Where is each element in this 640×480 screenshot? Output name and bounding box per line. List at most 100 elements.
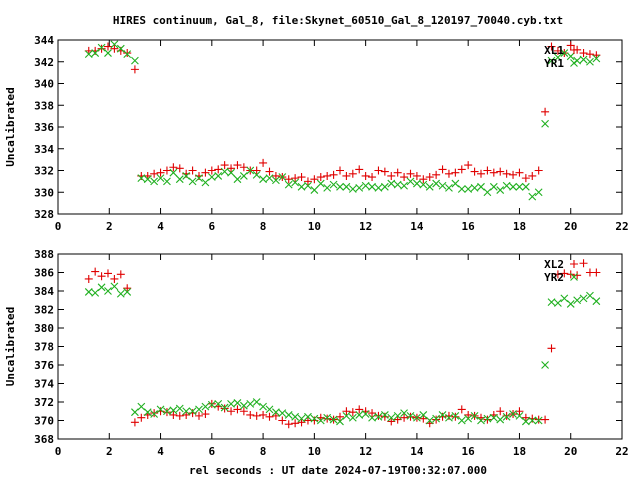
data-point [368, 409, 377, 418]
data-point [457, 405, 466, 414]
data-point [380, 412, 389, 421]
series-yr2 [84, 282, 601, 426]
x-tick-label: 12 [359, 220, 372, 233]
data-point [451, 168, 460, 177]
data-point [342, 411, 351, 420]
x-tick-label: 0 [55, 220, 62, 233]
y-tick-label: 370 [34, 415, 54, 428]
data-point [374, 411, 383, 420]
data-point [541, 119, 549, 128]
data-point [252, 411, 261, 420]
y-axis-label: Uncalibrated [4, 87, 17, 166]
data-point [387, 171, 396, 180]
data-point [169, 163, 178, 172]
x-tick-label: 0 [55, 445, 62, 458]
data-point [137, 402, 146, 411]
data-point [585, 50, 594, 59]
data-point [175, 164, 184, 173]
data-point [104, 287, 112, 295]
data-point [310, 175, 319, 184]
data-point [220, 403, 229, 412]
data-point [419, 175, 428, 184]
data-point [336, 182, 344, 191]
data-point [470, 411, 479, 420]
data-point [303, 177, 312, 186]
data-point [515, 182, 524, 191]
x-tick-label: 14 [410, 220, 424, 233]
data-point [233, 175, 242, 184]
y-tick-label: 376 [34, 359, 54, 372]
data-point [284, 420, 293, 429]
data-point [348, 408, 357, 417]
data-point [323, 171, 332, 180]
data-point [502, 411, 511, 420]
data-point [541, 107, 550, 116]
data-point [444, 169, 453, 178]
data-point [259, 402, 267, 411]
y-tick-label: 384 [34, 285, 54, 298]
data-point [297, 182, 306, 191]
data-point [573, 56, 582, 65]
data-point [265, 405, 274, 414]
data-point [291, 174, 300, 183]
data-point [483, 166, 492, 175]
data-point [374, 184, 383, 192]
data-point [188, 409, 197, 418]
data-point [156, 168, 165, 177]
x-tick-label: 4 [157, 220, 164, 233]
y-tick-label: 368 [34, 433, 54, 446]
data-point [496, 407, 505, 416]
data-point [336, 417, 344, 426]
data-point [464, 161, 473, 170]
data-point [175, 175, 184, 184]
data-point [509, 170, 518, 179]
data-point [496, 167, 505, 176]
y-tick-label: 386 [34, 267, 54, 280]
data-point [355, 184, 364, 192]
data-point [355, 411, 364, 419]
data-point [207, 173, 216, 181]
data-point [116, 270, 125, 279]
data-point [310, 416, 319, 425]
x-tick-label: 2 [106, 445, 113, 458]
data-point [239, 172, 248, 180]
data-point [560, 49, 569, 57]
data-point [316, 416, 325, 425]
data-point [509, 410, 517, 418]
x-tick-label: 16 [462, 445, 476, 458]
data-point [97, 283, 106, 292]
y-tick-label: 332 [34, 165, 54, 178]
data-point [188, 407, 197, 416]
data-point [534, 416, 543, 425]
panel-bottom: 0 2 4 6 8 10 12 14 16 18 20 22 368 370 372 374 376 378 380… [4, 248, 629, 458]
data-point [477, 169, 485, 178]
data-point [233, 399, 242, 407]
data-point [573, 271, 582, 280]
legend-label: XL1 [544, 44, 564, 57]
data-point [220, 167, 229, 176]
data-point [233, 405, 242, 414]
data-point [163, 177, 171, 186]
data-point [470, 167, 479, 176]
data-point [284, 411, 293, 419]
data-point [380, 411, 389, 419]
data-point [207, 400, 216, 409]
data-point [521, 417, 530, 426]
data-point [291, 419, 300, 428]
data-point [156, 174, 165, 183]
x-tick-label: 10 [308, 445, 321, 458]
data-point [91, 288, 100, 297]
plot-frame [57, 253, 623, 440]
data-point [97, 44, 106, 53]
y-tick-label: 388 [34, 248, 54, 261]
data-point [348, 413, 357, 422]
data-point [156, 407, 165, 416]
data-point [278, 416, 287, 425]
x-tick-label: 20 [564, 220, 577, 233]
data-point [163, 407, 171, 416]
y-tick-label: 336 [34, 121, 54, 134]
legend-marker [570, 46, 578, 54]
data-point [169, 168, 178, 177]
data-point [116, 44, 125, 53]
data-point [374, 412, 383, 421]
